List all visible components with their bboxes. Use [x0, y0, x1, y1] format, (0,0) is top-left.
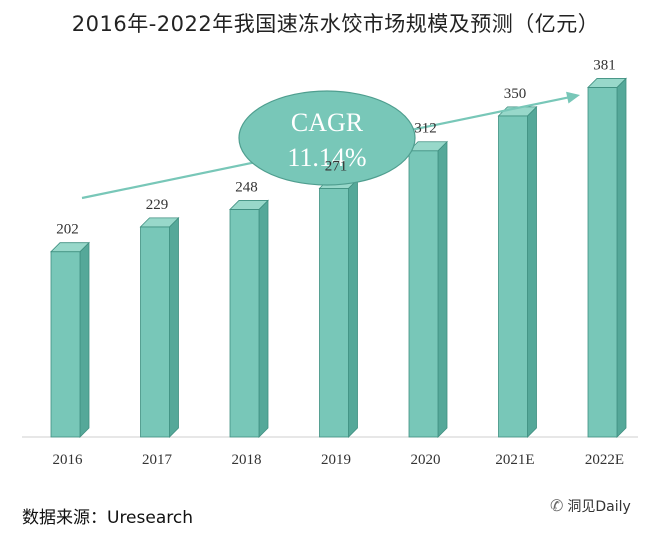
- trend-arrow-head: [566, 91, 580, 104]
- x-tick-label: 2021E: [495, 452, 534, 468]
- bar-side: [79, 241, 90, 438]
- bar-side: [616, 77, 627, 438]
- cagr-bubble: CAGR 11.14%: [238, 90, 416, 186]
- cagr-value: 11.14%: [287, 143, 366, 172]
- bar: [140, 226, 170, 438]
- x-tick-label: 2017: [142, 452, 173, 468]
- bar: [498, 115, 528, 438]
- data-label: 312: [414, 121, 437, 137]
- watermark-text: 洞见Daily: [567, 499, 631, 515]
- data-label: 271: [325, 158, 348, 174]
- data-label: 381: [593, 57, 616, 73]
- bar-side: [527, 105, 537, 438]
- x-tick-label: 2016: [53, 452, 84, 468]
- bar-side: [437, 140, 448, 438]
- data-label: 350: [504, 86, 527, 102]
- bar: [319, 187, 349, 438]
- data-label: 229: [146, 197, 169, 213]
- bar: [229, 209, 260, 438]
- bar-top: [408, 141, 448, 152]
- watermark: ✆ 洞见Daily: [550, 496, 631, 516]
- labels-layer: 202 2016 229 2017 248 2018 271 2019 312 2020 350 20…: [53, 57, 625, 468]
- bars-layer: [50, 77, 627, 438]
- wechat-icon: ✆: [550, 496, 564, 515]
- x-tick-label: 2019: [321, 452, 351, 468]
- bar-top: [50, 242, 90, 253]
- source-note: 数据来源：Uresearch: [22, 508, 193, 528]
- bar-top: [139, 217, 180, 228]
- cagr-ellipse: [238, 90, 416, 186]
- bar: [408, 150, 439, 438]
- chart-title: 2016年-2022年我国速冻水饺市场规模及预测（亿元）: [71, 12, 600, 36]
- data-label: 248: [235, 179, 258, 195]
- cagr-label: CAGR: [291, 108, 364, 137]
- bar-top: [229, 200, 269, 210]
- x-tick-label: 2018: [232, 452, 262, 468]
- bar: [587, 87, 618, 438]
- bar-top: [587, 78, 627, 88]
- bar-side: [348, 178, 358, 438]
- bar-side: [169, 216, 179, 438]
- bar: [50, 251, 81, 438]
- data-label: 202: [56, 222, 79, 238]
- x-tick-label: 2020: [411, 452, 441, 468]
- x-tick-label: 2022E: [585, 452, 624, 468]
- bar-side: [258, 199, 269, 438]
